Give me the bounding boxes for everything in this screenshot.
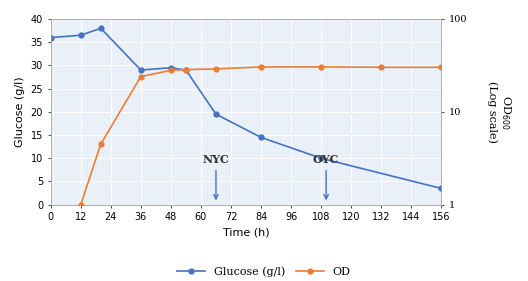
Glucose (g/l) xyxy=(138,68,144,72)
OD xyxy=(213,67,219,71)
OD xyxy=(98,142,104,146)
Glucose (g/l) xyxy=(98,27,104,30)
Glucose (g/l) xyxy=(438,187,445,190)
OD xyxy=(138,75,144,78)
Glucose (g/l) xyxy=(78,33,84,37)
OD xyxy=(258,65,264,69)
X-axis label: Time (h): Time (h) xyxy=(223,228,269,238)
OD xyxy=(168,69,174,72)
Line: OD: OD xyxy=(48,64,444,221)
Legend: Glucose (g/l), OD: Glucose (g/l), OD xyxy=(173,262,355,281)
Y-axis label: Glucose (g/l): Glucose (g/l) xyxy=(15,76,25,147)
Line: Glucose (g/l): Glucose (g/l) xyxy=(48,26,444,191)
Glucose (g/l) xyxy=(213,112,219,116)
Y-axis label: OD$_{600}$
(Log scale): OD$_{600}$ (Log scale) xyxy=(487,81,513,143)
Glucose (g/l) xyxy=(258,136,264,139)
Glucose (g/l) xyxy=(168,66,174,69)
OD xyxy=(78,203,84,206)
Glucose (g/l) xyxy=(183,68,189,72)
Glucose (g/l) xyxy=(318,157,324,160)
Text: OYC: OYC xyxy=(313,154,340,199)
OD xyxy=(378,65,384,69)
OD xyxy=(183,68,189,71)
Text: NYC: NYC xyxy=(203,154,229,199)
Glucose (g/l) xyxy=(48,36,54,39)
OD xyxy=(48,217,54,221)
OD xyxy=(318,65,324,69)
OD xyxy=(438,65,445,69)
